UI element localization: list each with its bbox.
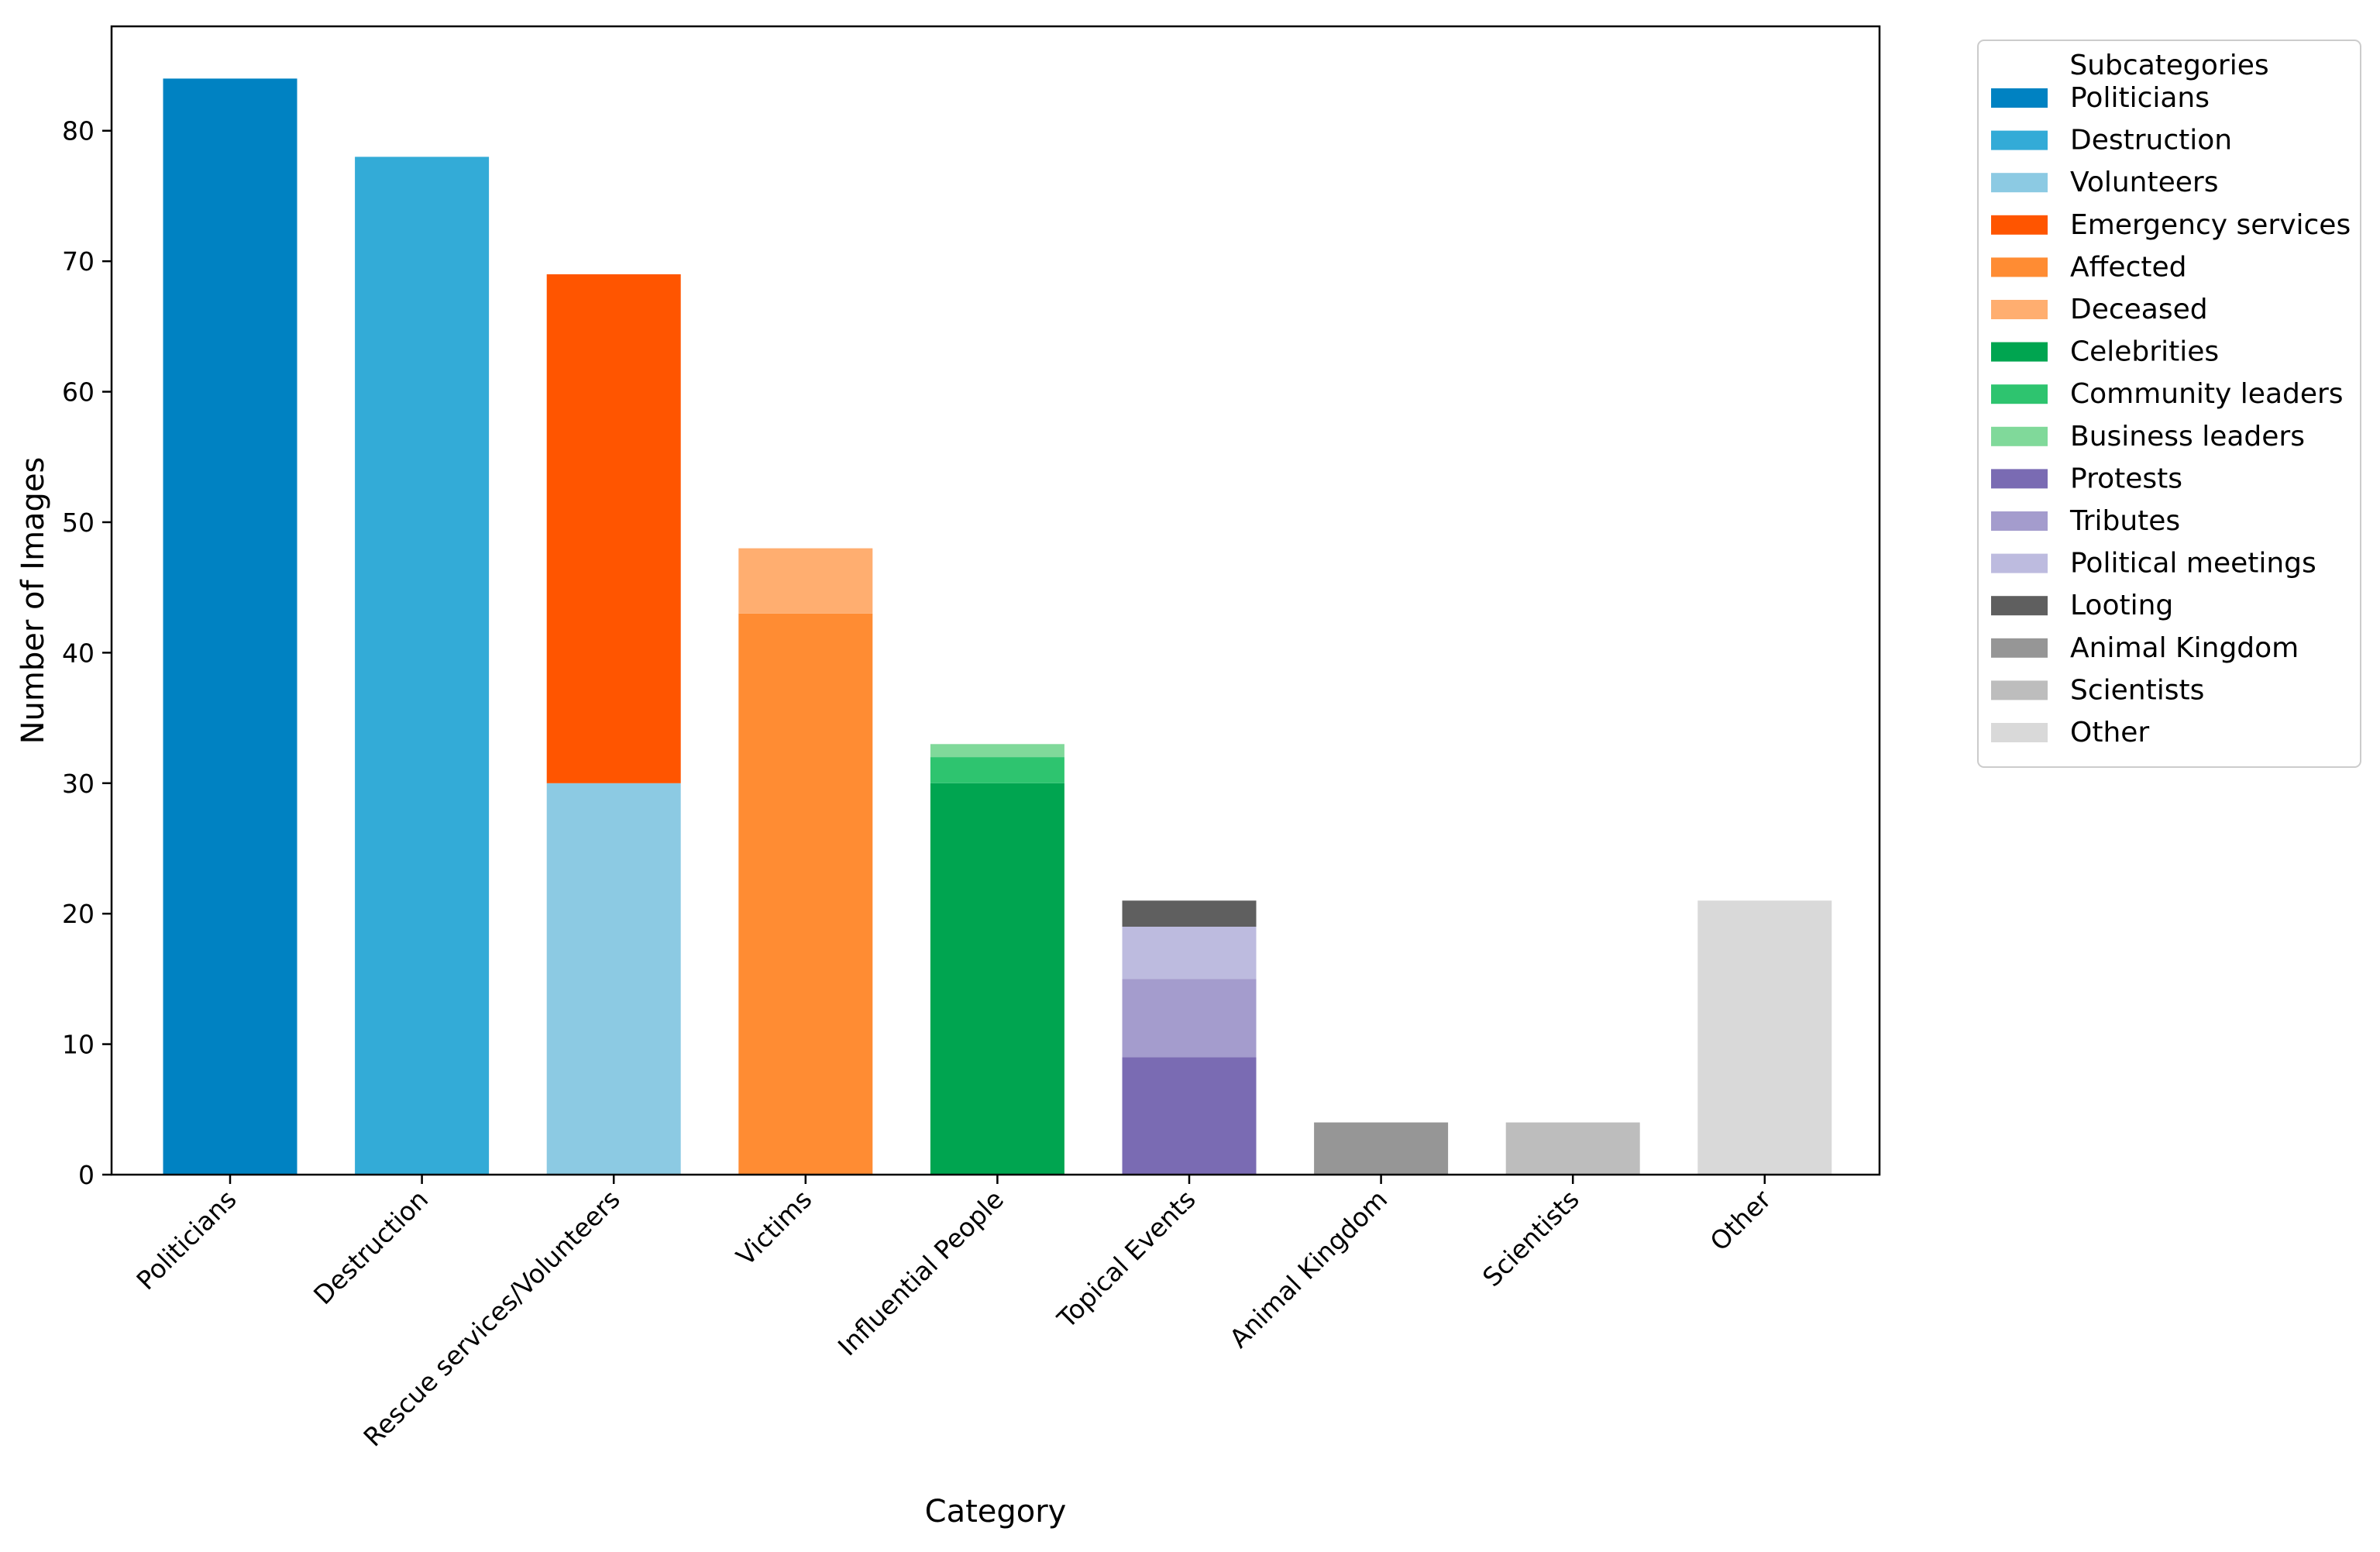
bar-segment <box>930 744 1064 758</box>
legend-label: Destruction <box>2070 125 2232 157</box>
x-tick-label: Other <box>1704 1184 1777 1257</box>
legend-label: Other <box>2070 717 2149 748</box>
legend-label: Celebrities <box>2070 336 2219 368</box>
legend-swatch <box>1991 596 2048 616</box>
legend-label: Animal Kingdom <box>2070 632 2299 664</box>
legend-items: Politicians Destruction Volunteers Emergenc… <box>1991 82 2351 748</box>
x-tick-label: Victims <box>731 1184 818 1272</box>
y-tick-label: 30 <box>62 769 95 799</box>
bar-segment <box>1314 1122 1449 1175</box>
bars-layer <box>163 78 1832 1175</box>
plot-frame <box>110 25 1881 1176</box>
y-tick-label: 60 <box>62 377 95 408</box>
legend-title: Subcategories <box>2069 50 2268 81</box>
x-axis-label: Category <box>925 1494 1067 1530</box>
bar-segment <box>1697 900 1832 1175</box>
x-tick-label: Topical Events <box>1051 1184 1201 1334</box>
bar-segment <box>1122 979 1257 1058</box>
legend-label: Politicians <box>2070 82 2210 114</box>
legend-swatch <box>1991 215 2048 235</box>
legend-label: Community leaders <box>2070 378 2344 410</box>
legend-swatch <box>1991 88 2048 108</box>
legend-swatch <box>1991 680 2048 700</box>
legend-swatch <box>1991 384 2048 404</box>
bar-segment <box>930 757 1064 783</box>
bar-segment <box>738 613 873 1175</box>
y-tick-label: 80 <box>62 116 95 146</box>
legend-label: Volunteers <box>2070 167 2218 198</box>
legend-swatch <box>1991 130 2048 150</box>
legend-swatch <box>1991 511 2048 531</box>
y-tick-label: 50 <box>62 508 95 538</box>
bar-segment <box>930 783 1064 1175</box>
y-tick-label: 40 <box>62 638 95 668</box>
legend-swatch <box>1991 426 2048 446</box>
legend-swatch <box>1991 342 2048 362</box>
bar-segment <box>1122 927 1257 979</box>
legend-label: Affected <box>2070 251 2187 283</box>
x-tick-label: Influential People <box>832 1184 1009 1361</box>
bar-segment <box>1122 1057 1257 1175</box>
bar-segment <box>1122 900 1257 927</box>
bar-segment <box>546 783 681 1175</box>
y-tick-label: 70 <box>62 246 95 277</box>
legend-label: Protests <box>2070 463 2182 494</box>
x-tick-label: Destruction <box>308 1184 434 1310</box>
legend-swatch <box>1991 257 2048 277</box>
legend-label: Scientists <box>2070 674 2204 706</box>
legend-swatch <box>1991 723 2048 742</box>
bar-segment <box>1505 1122 1640 1175</box>
bar-segment <box>163 78 298 1175</box>
legend-swatch <box>1991 469 2048 489</box>
legend-swatch <box>1991 300 2048 319</box>
legend-swatch <box>1991 638 2048 658</box>
legend-label: Business leaders <box>2070 421 2305 453</box>
legend-label: Political meetings <box>2070 548 2316 580</box>
y-axis: 0 10 20 30 40 50 60 70 80 <box>62 116 112 1190</box>
legend-frame <box>1977 40 2361 768</box>
legend-label: Tributes <box>2069 505 2180 537</box>
legend-swatch <box>1991 553 2048 573</box>
legend-label: Emergency services <box>2070 209 2351 241</box>
legend-label: Deceased <box>2070 294 2208 325</box>
legend: Subcategories Politicians Destruction Volu… <box>1977 40 2361 768</box>
y-tick-label: 0 <box>78 1160 95 1190</box>
bar-segment <box>355 157 490 1175</box>
y-tick-label: 20 <box>62 899 95 929</box>
y-axis-label: Number of Images <box>15 457 51 745</box>
x-tick-label: Scientists <box>1477 1184 1585 1292</box>
legend-label: Looting <box>2070 590 2173 621</box>
bar-segment <box>738 548 873 614</box>
x-tick-label: Animal Kingdom <box>1223 1184 1393 1354</box>
bar-segment <box>546 274 681 783</box>
legend-swatch <box>1991 173 2048 193</box>
x-tick-label: Politicians <box>130 1184 242 1296</box>
y-tick-label: 10 <box>62 1030 95 1060</box>
